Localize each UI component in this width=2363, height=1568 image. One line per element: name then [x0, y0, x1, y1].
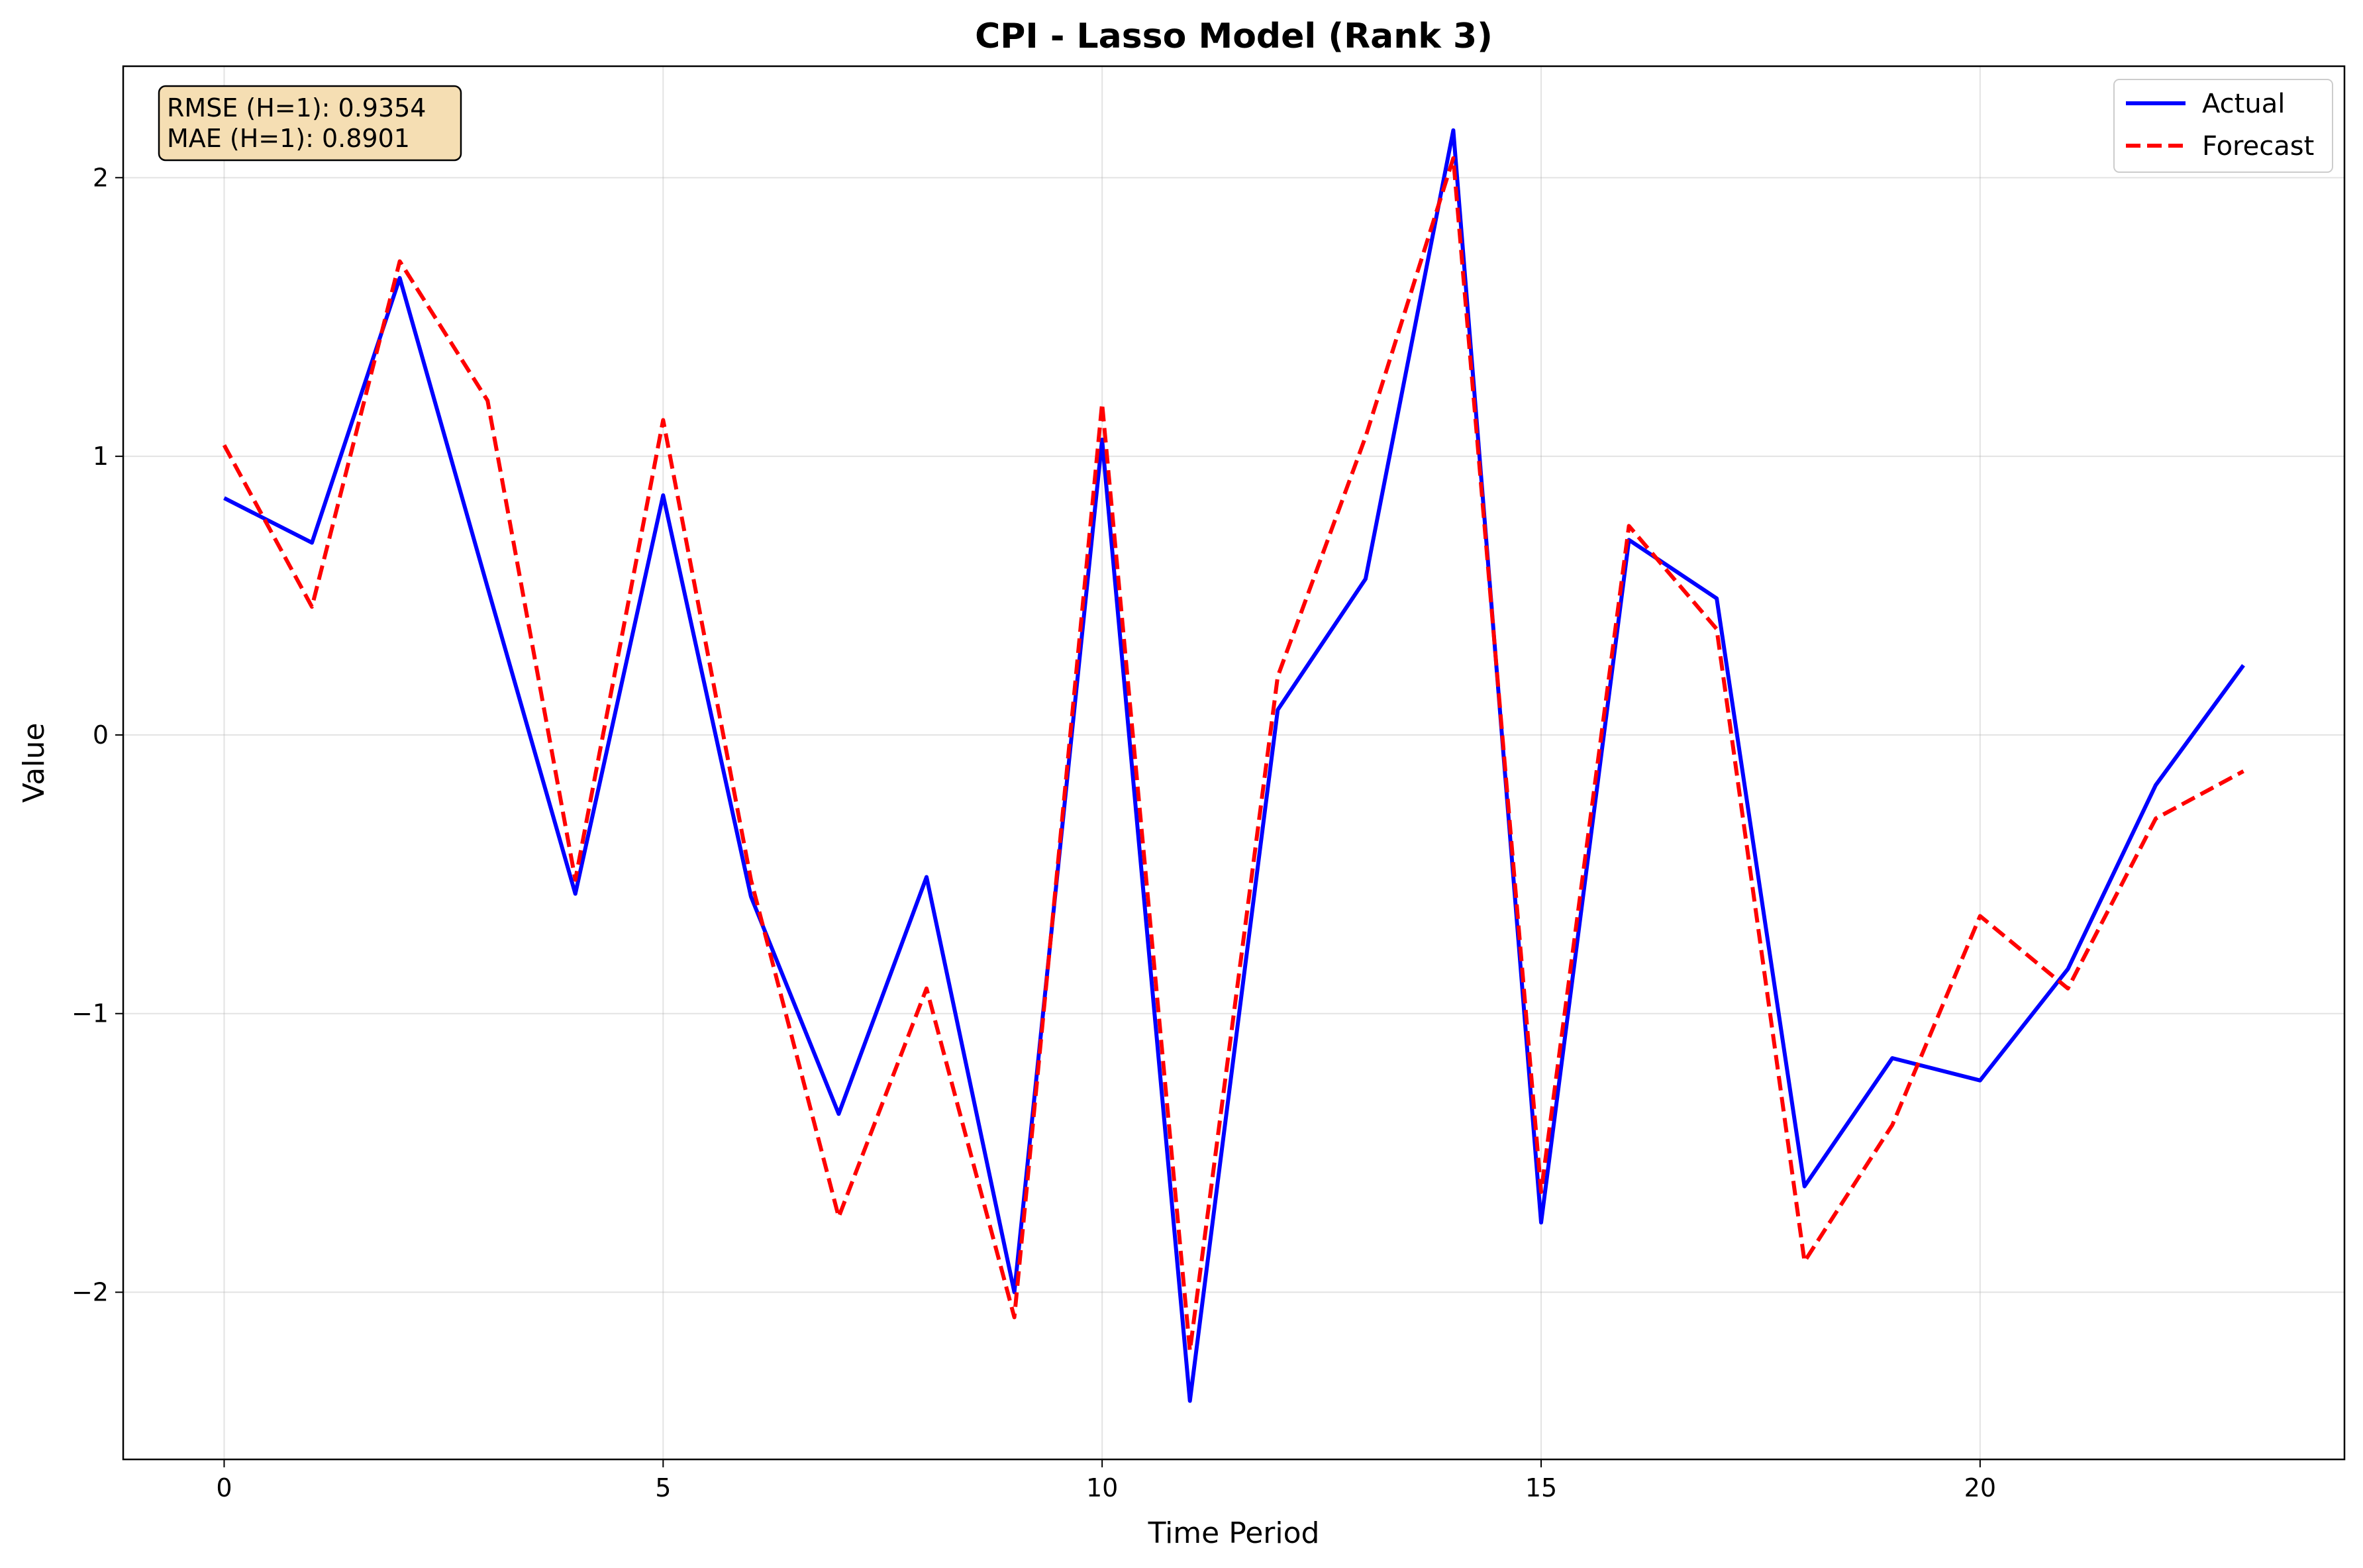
y-tick-label: −1: [72, 999, 109, 1028]
plot-frame: [122, 65, 2346, 1461]
metrics-box-background: [158, 85, 462, 162]
mae-text: MAE (H=1): 0.8901: [167, 124, 410, 153]
legend-forecast-label: Forecast: [2202, 131, 2314, 162]
chart-title: CPI - Lasso Model (Rank 3): [975, 17, 1493, 56]
x-tick-label: 10: [1086, 1473, 1118, 1502]
axis-ticks: 0 5 10 15 20 −2 −1 0 1 2: [72, 163, 1996, 1502]
grid: [123, 66, 2344, 1459]
y-axis-label: Value: [17, 723, 51, 803]
x-tick-label: 15: [1525, 1473, 1557, 1502]
x-axis-label: Time Period: [1148, 1516, 1320, 1550]
metrics-box: RMSE (H=1): 0.9354 MAE (H=1): 0.8901: [158, 85, 462, 162]
x-tick-label: 0: [216, 1473, 232, 1502]
series-line-actual: [223, 128, 2245, 1403]
x-tick-label: 5: [655, 1473, 671, 1502]
y-tick-label: 1: [93, 442, 109, 471]
rmse-text: RMSE (H=1): 0.9354: [167, 93, 427, 122]
y-tick-label: −2: [72, 1278, 109, 1307]
legend: Actual Forecast: [2113, 79, 2333, 173]
legend-actual-label: Actual: [2202, 89, 2285, 119]
x-tick-label: 20: [1964, 1473, 1996, 1502]
y-tick-label: 0: [93, 720, 109, 750]
y-tick-label: 2: [93, 163, 109, 192]
series-line-forecast: [222, 156, 2244, 1353]
series-lines: [222, 128, 2245, 1403]
